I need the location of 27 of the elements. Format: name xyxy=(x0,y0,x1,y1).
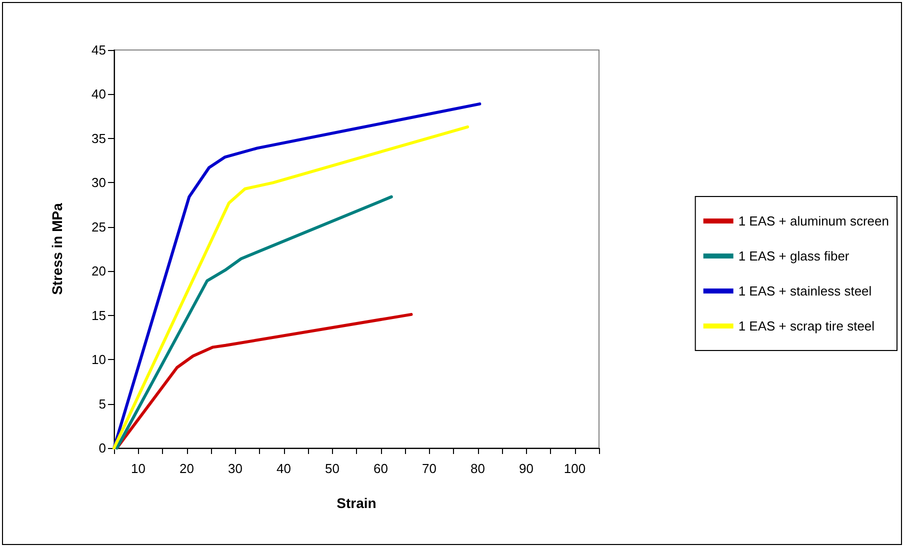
x-tick-label: 100 xyxy=(564,461,586,476)
y-tick-label: 40 xyxy=(92,86,106,102)
x-tick-label: 70 xyxy=(422,461,436,476)
x-axis-title: Strain xyxy=(336,495,376,511)
y-tick-label: 0 xyxy=(98,440,106,456)
legend-label: 1 EAS + glass fiber xyxy=(738,248,850,264)
x-tick-label: 10 xyxy=(131,461,146,476)
x-tick-label: 90 xyxy=(519,461,534,476)
legend-label: 1 EAS + scrap tire steel xyxy=(738,318,875,334)
y-tick-label: 5 xyxy=(98,396,106,412)
x-tick-label: 40 xyxy=(276,461,291,476)
legend-label: 1 EAS + aluminum screen xyxy=(738,214,889,228)
y-tick-label: 35 xyxy=(92,130,106,146)
y-tick-label: 20 xyxy=(92,264,106,279)
x-tick-label: 30 xyxy=(228,461,242,476)
y-tick-label: 15 xyxy=(92,308,106,323)
y-axis-title: Stress in MPa xyxy=(49,202,65,295)
x-tick-label: 80 xyxy=(470,461,485,476)
y-tick-label: 45 xyxy=(92,42,106,58)
y-tick-label: 25 xyxy=(92,219,106,234)
y-tick-label: 10 xyxy=(92,352,106,368)
legend-label: 1 EAS + stainless steel xyxy=(738,284,872,298)
line-series xyxy=(115,195,393,450)
x-tick-label: 60 xyxy=(374,461,388,476)
x-tick-label: 20 xyxy=(180,461,194,476)
y-tick-label: 30 xyxy=(92,175,106,190)
x-tick-label: 50 xyxy=(325,461,340,476)
